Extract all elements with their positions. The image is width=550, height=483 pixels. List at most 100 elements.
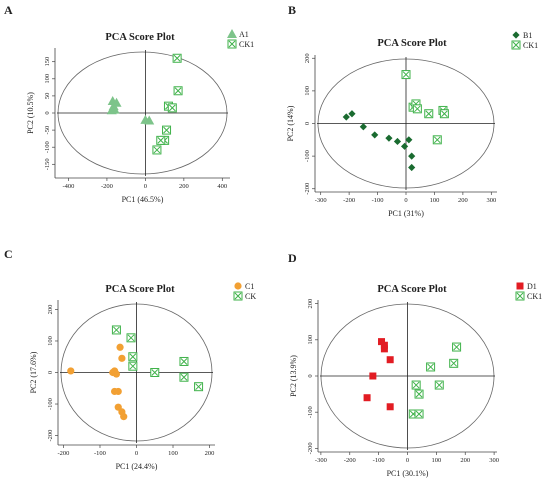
x-tick-label: 100: [430, 197, 440, 204]
y-tick-label: 100: [307, 335, 314, 345]
point-d1: [386, 356, 394, 364]
y-axis-label: PC2 (10.5%): [26, 92, 35, 134]
point-ck: [150, 368, 160, 377]
legend-marker-d1: [516, 282, 524, 290]
point-d1: [386, 403, 394, 411]
y-tick-label: -200: [47, 430, 54, 442]
x-tick-label: 400: [217, 183, 227, 190]
y-tick-label: -100: [44, 141, 51, 153]
point-ck1: [412, 104, 422, 114]
x-tick-label: -200: [101, 183, 113, 190]
x-tick-label: -300: [315, 457, 327, 464]
point-d1: [378, 338, 386, 346]
point-b1: [405, 136, 413, 144]
y-tick-label: 100: [44, 74, 51, 84]
point-ck1: [172, 53, 182, 63]
point-ck1: [414, 409, 424, 419]
legend-marker-ck1: [511, 40, 521, 50]
legend-label: CK1: [527, 292, 542, 301]
point-b1: [342, 113, 350, 121]
legend-marker-ck1: [227, 39, 237, 49]
x-axis-label: PC1 (46.5%): [122, 195, 164, 204]
point-b1: [393, 137, 402, 146]
x-tick-label: -300: [315, 197, 327, 204]
legend-marker-ck1: [515, 291, 525, 301]
x-axis-label: PC1 (31%): [388, 209, 424, 218]
panel-letter: A: [4, 3, 13, 17]
y-axis-label: PC2 (13.9%): [289, 355, 298, 397]
point-b1: [371, 131, 379, 139]
x-tick-label: 300: [489, 457, 499, 464]
point-ck1: [411, 380, 421, 390]
point-ck1: [162, 125, 172, 135]
y-tick-label: -200: [304, 183, 311, 195]
legend-label: C1: [245, 282, 254, 291]
legend-marker-ck: [233, 291, 243, 301]
y-tick-label: -100: [307, 406, 314, 418]
y-tick-label: 200: [304, 53, 311, 63]
point-d1: [369, 372, 377, 380]
legend-label: CK: [245, 292, 256, 301]
point-d1: [380, 345, 388, 353]
point-c1: [118, 354, 126, 362]
point-ck: [128, 352, 138, 362]
x-tick-label: -100: [372, 197, 384, 204]
point-ck1: [173, 86, 183, 96]
point-c1: [112, 370, 121, 378]
x-tick-label: 200: [179, 183, 189, 190]
x-tick-label: -400: [63, 183, 75, 190]
y-tick-label: 200: [307, 299, 314, 309]
point-ck1: [434, 380, 444, 390]
point-ck1: [156, 135, 166, 145]
point-b1: [400, 142, 409, 150]
x-tick-label: -200: [343, 197, 355, 204]
point-c1: [120, 413, 128, 421]
point-d1: [363, 394, 371, 402]
y-tick-label: 0: [307, 374, 314, 377]
x-tick-label: -200: [58, 450, 70, 457]
x-tick-label: 300: [486, 197, 496, 204]
x-tick-label: -100: [94, 450, 106, 457]
legend-marker-a1: [227, 29, 237, 38]
plot-title: PCA Score Plot: [105, 284, 175, 295]
x-tick-label: -100: [373, 457, 385, 464]
panel-letter: D: [288, 251, 297, 265]
legend-label: CK1: [239, 40, 254, 49]
y-tick-label: 0: [44, 111, 51, 114]
point-ck1: [439, 109, 449, 119]
point-c1: [114, 387, 122, 396]
point-ck1: [426, 362, 436, 372]
legend-marker-b1: [512, 31, 520, 39]
point-a1: [106, 105, 117, 115]
point-b1: [408, 152, 416, 160]
point-ck1: [424, 109, 434, 119]
y-tick-label: -200: [307, 442, 314, 454]
x-tick-label: 200: [205, 450, 215, 457]
x-tick-label: 0: [404, 197, 407, 204]
y-tick-label: 0: [304, 122, 311, 125]
point-b1: [408, 163, 416, 172]
y-tick-label: 50: [44, 93, 51, 100]
panel-b: B PCA Score Plot -300 -200 -100 0 100 200 300 -20…: [286, 3, 538, 218]
x-axis-label: PC1 (30.1%): [387, 469, 429, 478]
legend-marker-c1: [234, 282, 242, 290]
y-axis-label: PC2 (17.6%): [29, 351, 38, 393]
x-tick-label: 0: [135, 450, 138, 457]
point-b1: [385, 134, 393, 142]
legend-label: A1: [239, 30, 249, 39]
x-tick-label: -200: [344, 457, 356, 464]
point-ck1: [452, 342, 462, 352]
y-tick-label: 100: [304, 86, 311, 96]
point-ck1: [401, 70, 411, 80]
point-c1: [67, 367, 75, 375]
y-tick-label: 200: [47, 305, 54, 315]
plot-title: PCA Score Plot: [377, 284, 447, 295]
y-tick-label: -50: [44, 126, 51, 135]
point-ck1: [414, 389, 424, 399]
legend-label: D1: [527, 282, 537, 291]
y-tick-label: -150: [44, 158, 51, 170]
point-ck: [126, 333, 136, 343]
plot-title: PCA Score Plot: [105, 32, 175, 43]
